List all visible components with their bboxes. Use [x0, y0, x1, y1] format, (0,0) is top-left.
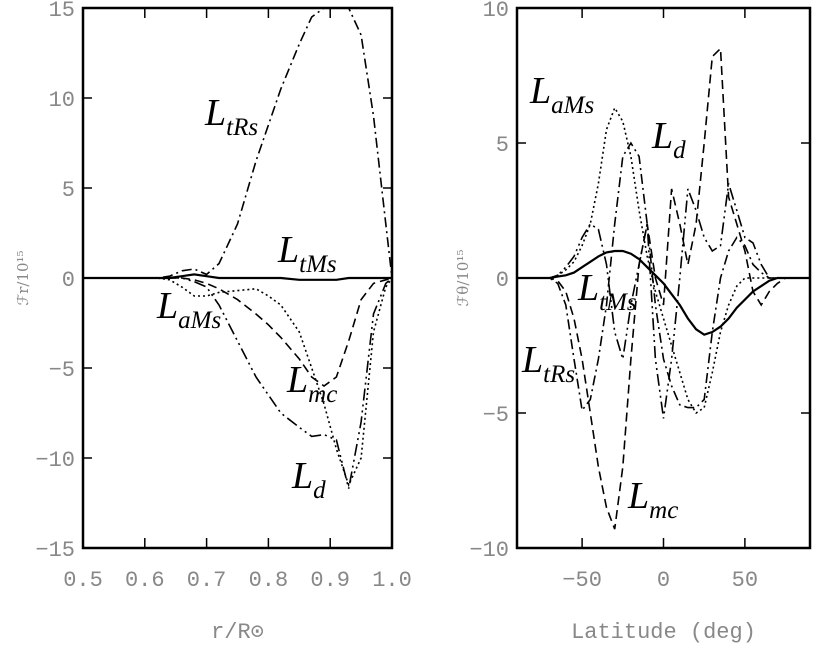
x-tick-label: 0.5: [63, 568, 103, 593]
x-tick-label: 0: [657, 568, 670, 593]
panel: −15 −10 −5 0 5 10 15 0.5 0.6 0.7 0.8 0.9 1.0 r/R⊙ ℱr/1…: [14, 0, 412, 645]
annotation-main: L: [521, 339, 543, 381]
annotation: LtRs: [521, 339, 575, 388]
annotation-main: L: [651, 115, 673, 157]
annotation-main: L: [577, 267, 599, 309]
x-axis-label: r/R⊙: [211, 620, 264, 645]
x-tick-label: 50: [732, 568, 758, 593]
annotation-main: L: [156, 285, 178, 327]
annotation-sub: aMs: [178, 307, 221, 334]
series-line: [83, 277, 392, 387]
annotation-sub: tMs: [299, 251, 337, 278]
x-tick-label: 0.9: [310, 568, 350, 593]
series-line: [83, 277, 392, 489]
annotation: Lmc: [627, 475, 678, 524]
annotation-main: L: [291, 455, 313, 497]
y-tick-label: 0: [496, 268, 509, 293]
annotation-main: L: [286, 359, 308, 401]
annotation-sub: mc: [649, 497, 678, 524]
series-line: [517, 183, 810, 419]
annotation-sub: d: [313, 477, 326, 504]
annotation-sub: tMs: [599, 289, 637, 316]
y-tick-label: −10: [469, 538, 509, 563]
series-line: [517, 46, 810, 530]
y-tick-label: 10: [483, 0, 509, 23]
annotation: LtRs: [204, 92, 258, 141]
plot-frame: [81, 6, 394, 550]
x-tick-label: −50: [562, 568, 602, 593]
y-tick-label: 5: [496, 133, 509, 158]
series-line: [517, 249, 810, 336]
y-tick-label: 5: [62, 178, 75, 203]
x-axis-label: Latitude (deg): [571, 620, 756, 645]
x-tick-label: 0.8: [249, 568, 289, 593]
annotation-main: L: [529, 70, 551, 112]
annotation-main: L: [204, 92, 226, 134]
annotation-sub: tRs: [226, 114, 258, 141]
annotation-sub: d: [673, 137, 686, 164]
annotation: Ld: [291, 455, 326, 504]
y-axis-label: ℱθ/10¹⁵: [454, 250, 472, 307]
annotation-main: L: [277, 229, 299, 271]
plot-frame: [515, 6, 812, 550]
y-axis-label: ℱr/10¹⁵: [14, 250, 32, 305]
x-tick-label: 0.6: [125, 568, 165, 593]
y-tick-label: 15: [49, 0, 75, 23]
x-tick-label: 0.7: [187, 568, 227, 593]
annotation: LaMs: [529, 70, 594, 119]
annotation: LtMs: [577, 267, 637, 316]
annotation: LtMs: [277, 229, 337, 278]
series-line: [517, 141, 810, 413]
annotation-sub: mc: [308, 381, 337, 408]
annotation-sub: tRs: [543, 361, 575, 388]
y-tick-label: −15: [35, 538, 75, 563]
series-line: [83, 273, 392, 281]
annotation-sub: aMs: [551, 92, 594, 119]
annotation-main: L: [627, 475, 649, 517]
annotation: Ld: [651, 115, 686, 164]
y-tick-label: −10: [35, 448, 75, 473]
y-tick-label: 0: [62, 268, 75, 293]
annotation: Lmc: [286, 359, 337, 408]
series-line: [517, 106, 810, 415]
y-tick-label: −5: [483, 403, 509, 428]
y-tick-label: −5: [49, 358, 75, 383]
y-tick-label: 10: [49, 88, 75, 113]
series-line: [83, 277, 392, 488]
annotation: LaMs: [156, 285, 221, 334]
series-line: [83, 8, 392, 279]
x-tick-label: 1.0: [372, 568, 412, 593]
